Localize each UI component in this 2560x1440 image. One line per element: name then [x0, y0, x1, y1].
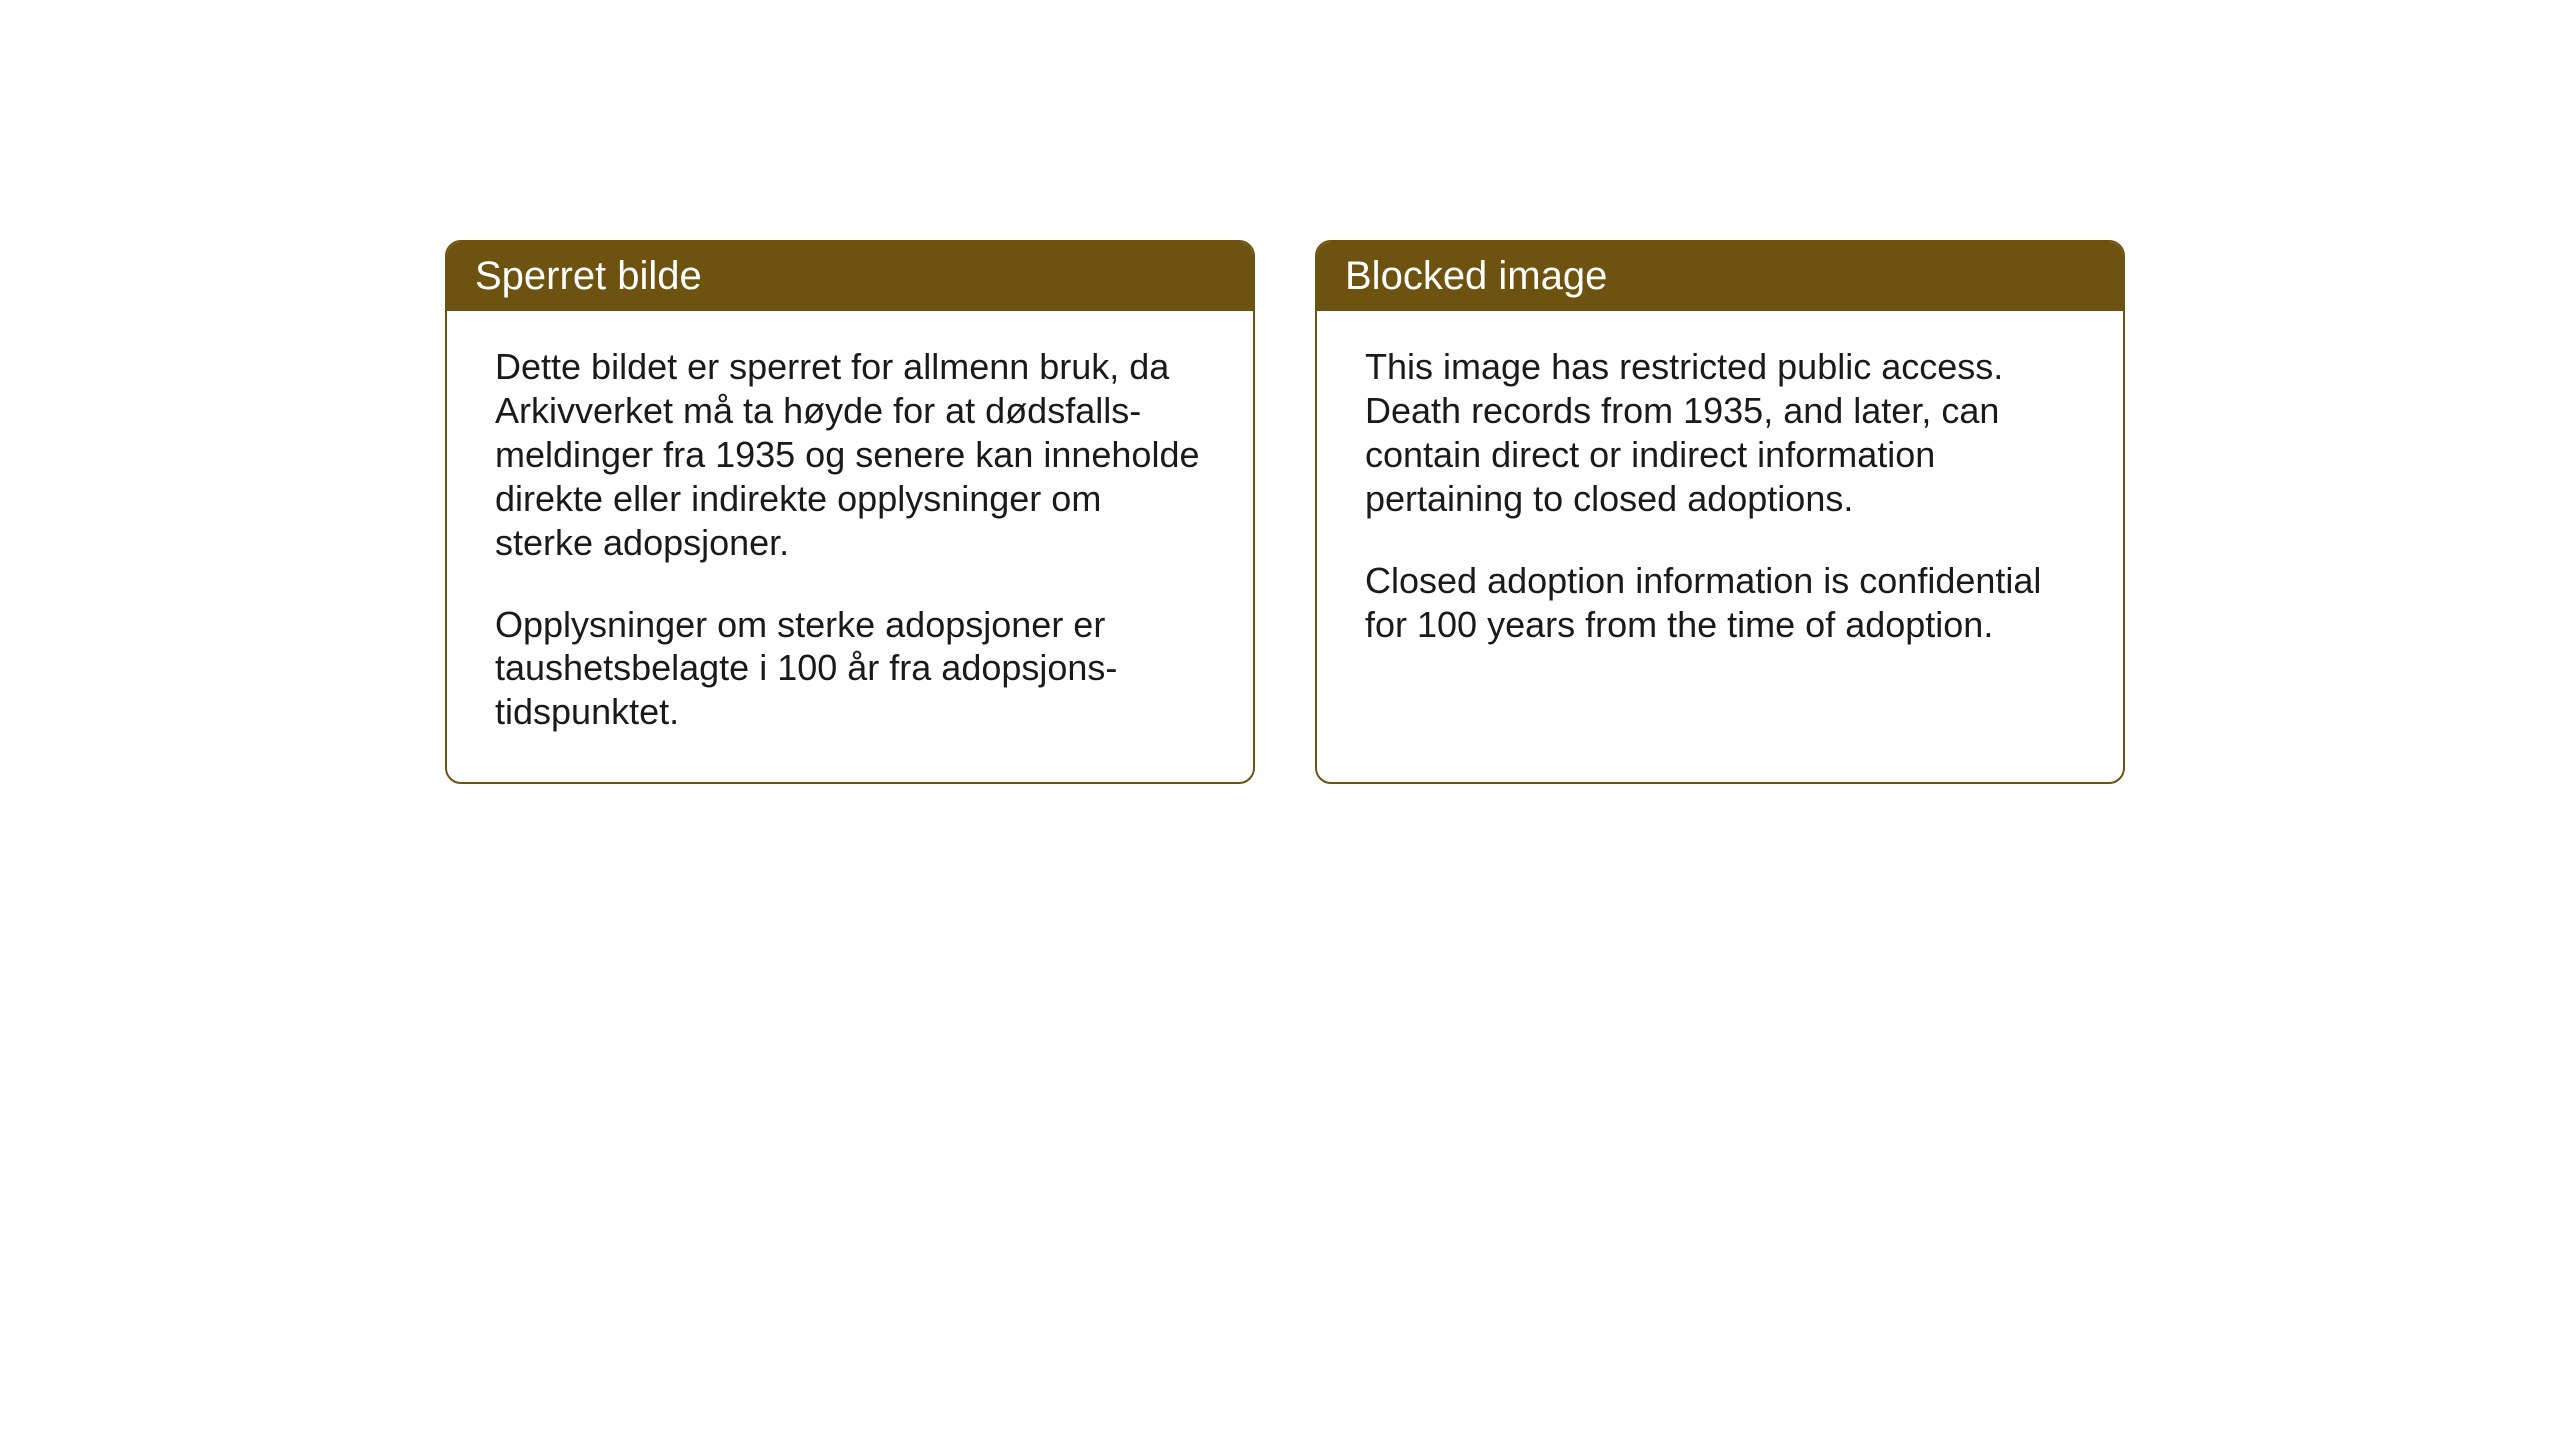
english-card-header: Blocked image	[1317, 242, 2123, 311]
norwegian-paragraph-1: Dette bildet er sperret for allmenn bruk…	[495, 345, 1205, 565]
english-card-title: Blocked image	[1345, 254, 1607, 298]
norwegian-card-title: Sperret bilde	[475, 254, 702, 298]
norwegian-paragraph-2: Opplysninger om sterke adopsjoner er tau…	[495, 603, 1205, 735]
english-paragraph-1: This image has restricted public access.…	[1365, 345, 2075, 521]
english-card-body: This image has restricted public access.…	[1317, 311, 2123, 694]
norwegian-card: Sperret bilde Dette bildet er sperret fo…	[445, 240, 1255, 784]
english-card: Blocked image This image has restricted …	[1315, 240, 2125, 784]
english-paragraph-2: Closed adoption information is confident…	[1365, 559, 2075, 647]
norwegian-card-body: Dette bildet er sperret for allmenn bruk…	[447, 311, 1253, 782]
cards-container: Sperret bilde Dette bildet er sperret fo…	[445, 240, 2125, 784]
norwegian-card-header: Sperret bilde	[447, 242, 1253, 311]
